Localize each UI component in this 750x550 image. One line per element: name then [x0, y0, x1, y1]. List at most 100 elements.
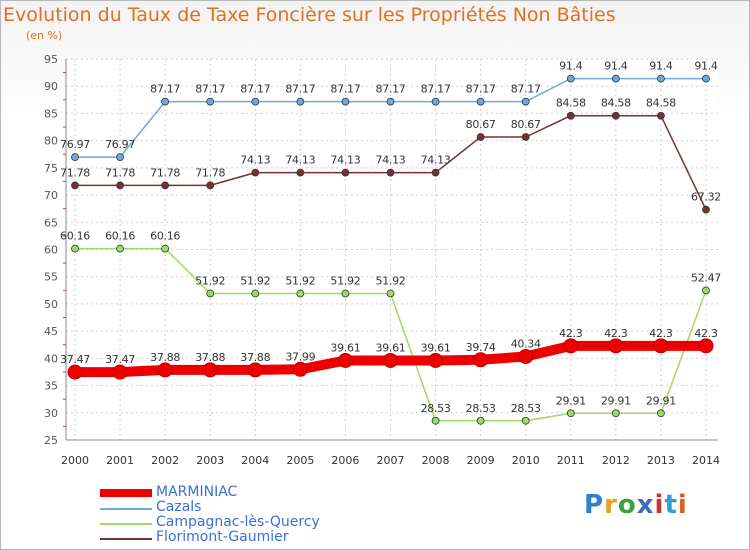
legend-label: Cazals [156, 499, 202, 515]
data-label: 28.53 [466, 402, 496, 415]
data-point [476, 416, 485, 425]
data-point [657, 74, 665, 83]
data-point [566, 111, 575, 120]
x-tick-label: 2002 [151, 454, 179, 467]
x-tick-label: 2010 [512, 454, 540, 467]
data-point [566, 409, 575, 418]
data-label: 29.91 [556, 394, 586, 407]
data-label: 52.47 [691, 271, 721, 284]
legend-swatch-cazals [100, 508, 152, 510]
data-label: 67.32 [691, 191, 721, 204]
data-label: 74.13 [240, 154, 270, 167]
data-point [251, 168, 260, 177]
y-tick-label: 45 [44, 325, 58, 338]
x-tick-label: 2005 [286, 454, 314, 467]
data-point [521, 416, 530, 425]
data-point [341, 97, 350, 106]
data-point [157, 362, 173, 378]
y-tick-label: 95 [44, 53, 58, 66]
data-label: 37.99 [285, 350, 315, 363]
data-label: 87.17 [240, 83, 270, 96]
proxiti-logo: Proxiti [584, 490, 688, 520]
y-tick-label: 25 [44, 434, 58, 447]
data-label: 84.58 [556, 97, 586, 110]
legend-label: Florimont-Gaumier [156, 529, 289, 545]
data-label: 60.16 [150, 230, 180, 243]
data-point [476, 97, 485, 106]
data-label: 42.3 [649, 327, 673, 340]
data-point [383, 352, 398, 368]
data-point [206, 97, 215, 106]
chart-title: Evolution du Taux de Taxe Foncière sur l… [3, 4, 616, 26]
data-point [563, 338, 579, 354]
data-point [251, 97, 260, 106]
data-label: 29.91 [601, 394, 631, 407]
data-point [71, 244, 79, 253]
data-point [566, 74, 575, 83]
y-tick-label: 70 [44, 189, 58, 202]
data-point [71, 181, 79, 190]
x-tick-label: 2008 [422, 454, 450, 467]
data-point [608, 338, 624, 354]
legend-swatch-campagnac [100, 523, 152, 525]
data-label: 42.3 [604, 327, 628, 340]
data-label: 60.16 [60, 230, 90, 243]
y-tick-label: 30 [44, 407, 58, 420]
data-label: 42.3 [694, 327, 718, 340]
legend-swatch-marminiac [100, 489, 152, 497]
data-point [202, 362, 218, 378]
data-label: 91.4 [559, 60, 583, 73]
data-point [116, 153, 124, 162]
data-point [337, 352, 353, 368]
data-point [611, 74, 620, 83]
data-point [521, 97, 530, 106]
data-point [698, 338, 714, 354]
data-point [611, 111, 620, 120]
x-tick-label: 2009 [467, 454, 495, 467]
x-tick-label: 2007 [377, 454, 405, 467]
data-label: 76.97 [105, 138, 135, 151]
data-point [428, 352, 444, 368]
data-label: 37.88 [195, 351, 225, 364]
data-label: 71.78 [60, 166, 90, 179]
y-tick-label: 60 [44, 244, 58, 257]
x-tick-label: 2011 [557, 454, 585, 467]
y-tick-label: 40 [44, 352, 58, 365]
data-label: 84.58 [601, 97, 631, 110]
data-label: 39.61 [330, 341, 360, 354]
data-label: 51.92 [285, 274, 315, 287]
data-label: 51.92 [330, 274, 360, 287]
data-label: 87.17 [285, 83, 315, 96]
x-tick-label: 2003 [196, 454, 224, 467]
x-tick-label: 2000 [61, 454, 89, 467]
data-point [116, 244, 124, 253]
legend-swatch-florimont [100, 538, 152, 540]
data-point [657, 111, 665, 120]
data-label: 91.4 [604, 60, 628, 73]
data-label: 87.17 [376, 83, 406, 96]
data-point [71, 153, 79, 162]
x-tick-label: 2013 [647, 454, 675, 467]
data-label: 87.17 [195, 83, 225, 96]
y-tick-label: 75 [44, 162, 58, 175]
data-label: 80.67 [466, 118, 496, 131]
data-point [431, 97, 440, 106]
data-label: 71.78 [150, 166, 180, 179]
data-label: 84.58 [646, 97, 676, 110]
data-point [702, 74, 710, 83]
data-point [521, 133, 530, 141]
data-label: 71.78 [195, 166, 225, 179]
data-label: 29.91 [646, 394, 676, 407]
data-point [386, 97, 395, 106]
data-point [386, 168, 395, 177]
y-tick-label: 35 [44, 380, 58, 393]
data-label: 71.78 [105, 166, 135, 179]
data-point [206, 289, 215, 298]
data-point [473, 352, 489, 368]
y-tick-label: 65 [44, 216, 58, 229]
data-label: 28.53 [421, 402, 451, 415]
data-label: 39.61 [376, 341, 406, 354]
chart-subtitle: (en %) [26, 29, 63, 42]
y-tick-label: 85 [44, 107, 58, 120]
data-label: 39.61 [421, 341, 451, 354]
